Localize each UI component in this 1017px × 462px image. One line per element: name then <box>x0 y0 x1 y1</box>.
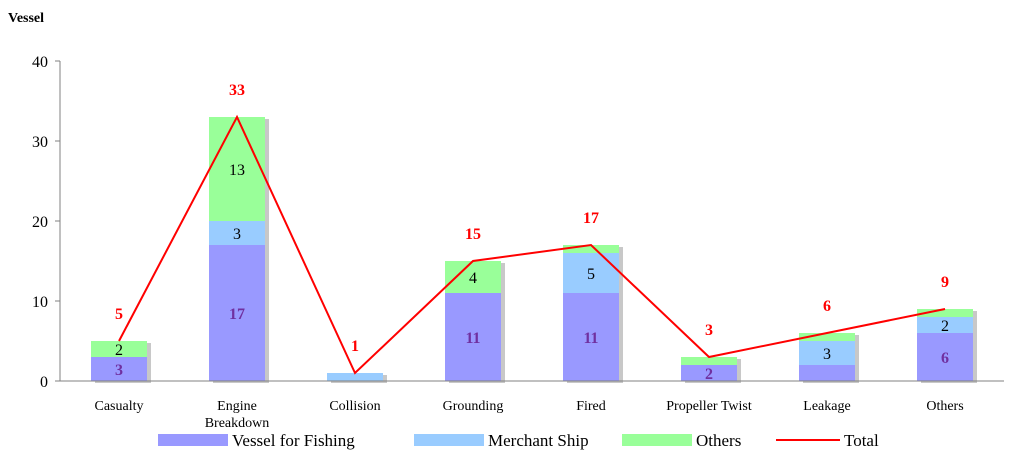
category-label: Leakage <box>803 399 850 414</box>
category-label: Casualty <box>95 399 144 414</box>
category-label: Engine <box>217 399 257 414</box>
y-axis-title: Vessel <box>8 11 44 26</box>
legend-label: Others <box>696 431 741 450</box>
segment-label: 3 <box>233 226 241 243</box>
category-label: Collision <box>329 399 380 414</box>
bar-segment <box>917 309 973 317</box>
bar-segment <box>917 333 973 381</box>
segment-label: 2 <box>941 318 949 335</box>
total-label: 17 <box>583 210 599 227</box>
y-tick-label: 40 <box>32 54 48 71</box>
category-label: Grounding <box>443 399 504 414</box>
axes <box>59 61 1004 382</box>
y-axis-ticks: 0 10 20 30 40 <box>32 54 60 391</box>
total-label: 6 <box>823 298 831 315</box>
legend-swatch <box>622 434 692 446</box>
total-label: 3 <box>705 322 713 339</box>
y-tick-label: 0 <box>40 374 48 391</box>
bar-segment <box>91 357 147 381</box>
total-label: 9 <box>941 274 949 291</box>
legend-swatch <box>158 434 228 446</box>
segment-label: 4 <box>469 270 477 287</box>
bar-segment <box>681 365 737 381</box>
bars <box>91 117 977 383</box>
segment-label: 3 <box>823 346 831 363</box>
bar-segment <box>681 357 737 365</box>
category-label: Propeller Twist <box>666 399 752 414</box>
bar-segment <box>563 293 619 381</box>
bar-segment <box>209 245 265 381</box>
segment-label: 2 <box>705 366 713 383</box>
category-label: Fired <box>576 399 606 414</box>
bar-segment <box>91 341 147 357</box>
legend-label: Vessel for Fishing <box>232 431 355 450</box>
bar-segment <box>209 221 265 245</box>
segment-label: 2 <box>115 342 123 359</box>
category-label: Others <box>926 399 963 414</box>
y-tick-label: 20 <box>32 214 48 231</box>
segment-label: 3 <box>115 362 123 379</box>
y-tick-label: 10 <box>32 294 48 311</box>
total-label: 33 <box>229 82 245 99</box>
bar-segment <box>209 117 265 221</box>
segment-label: 17 <box>229 306 245 323</box>
segment-label: 11 <box>583 330 598 347</box>
bar-segment <box>799 333 855 341</box>
total-label: 5 <box>115 306 123 323</box>
total-label: 1 <box>351 338 359 355</box>
total-label: 15 <box>465 226 481 243</box>
bar-segment <box>799 341 855 365</box>
segment-label: 5 <box>587 266 595 283</box>
bar-segment <box>563 245 619 253</box>
legend-swatch <box>414 434 484 446</box>
bar-segment <box>917 317 973 333</box>
segment-label: 6 <box>941 350 949 367</box>
bar-segment <box>563 253 619 293</box>
segment-label: 11 <box>465 330 480 347</box>
bar-segment <box>445 293 501 381</box>
segment-label: 13 <box>229 162 245 179</box>
legend-label: Merchant Ship <box>488 431 589 450</box>
legend: Vessel for Fishing Merchant Ship Others Tot… <box>158 431 879 450</box>
y-tick-label: 30 <box>32 134 48 151</box>
legend-label: Total <box>844 431 879 450</box>
total-line <box>118 114 946 375</box>
category-label: Breakdown <box>205 416 270 431</box>
bar-segment <box>799 365 855 381</box>
bar-segment <box>327 373 383 381</box>
bar-segment <box>445 261 501 293</box>
category-labels: Casualty Engine Breakdown Collision Groundin… <box>95 399 964 431</box>
